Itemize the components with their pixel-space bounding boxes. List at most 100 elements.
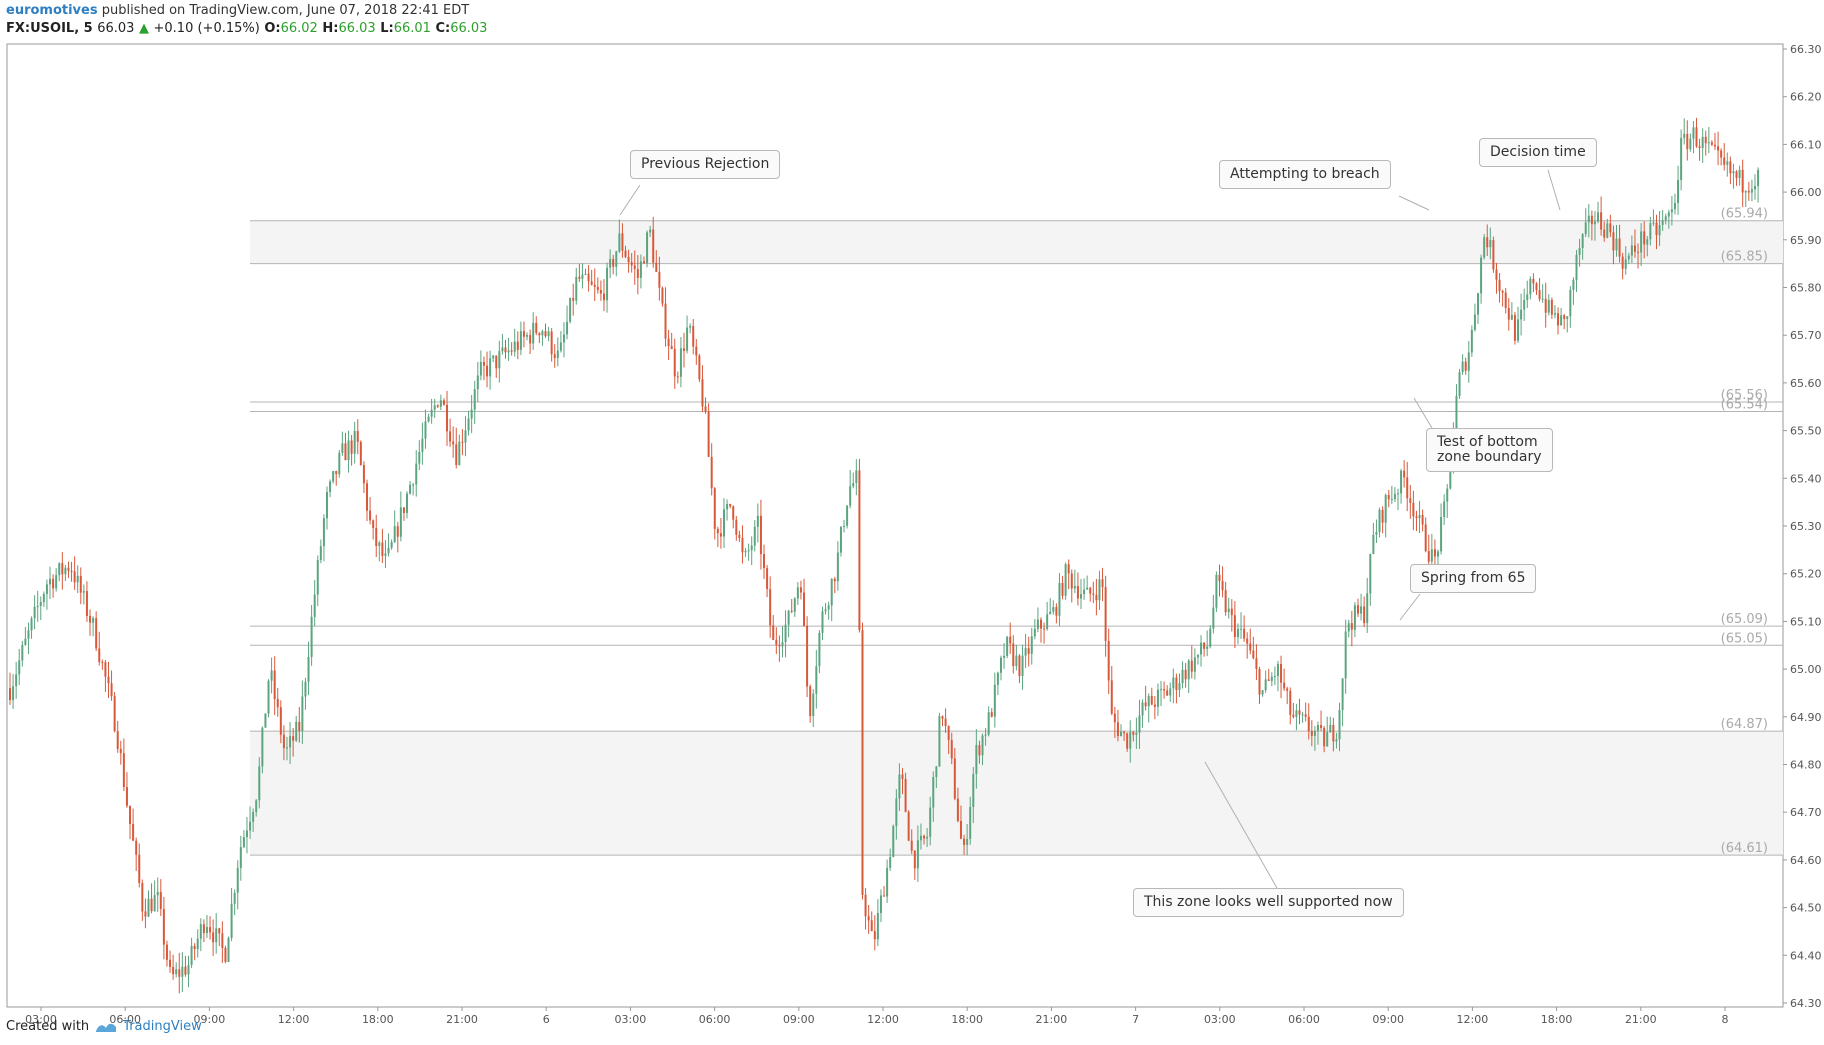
- x-tick-label: 21:00: [1625, 1013, 1657, 1026]
- candle-body: [584, 273, 587, 275]
- candle-body: [1695, 127, 1698, 147]
- level-label: (64.61): [1721, 841, 1768, 856]
- candle-body: [350, 440, 353, 454]
- candle-body: [406, 493, 409, 513]
- candle-body: [316, 560, 319, 595]
- candle-body: [981, 735, 984, 756]
- y-tick-label: 64.70: [1790, 806, 1822, 819]
- candle-body: [1249, 643, 1252, 651]
- candle-body: [707, 411, 710, 457]
- candle-body: [723, 509, 725, 537]
- annotation-spring-from-65[interactable]: Spring from 65: [1410, 564, 1537, 593]
- candle-body: [45, 584, 48, 595]
- candle-body: [1661, 220, 1664, 226]
- candle-body: [655, 262, 658, 272]
- candle-body: [375, 528, 378, 546]
- x-tick-label: 03:00: [25, 1013, 57, 1026]
- candle-body: [1667, 212, 1670, 217]
- candle-body: [956, 798, 959, 822]
- candle-body: [799, 587, 802, 593]
- candle-body: [667, 338, 670, 347]
- candle-body: [990, 712, 993, 717]
- candle-body: [1206, 646, 1209, 649]
- x-tick-label: 21:00: [446, 1013, 478, 1026]
- tradingview-brand-link[interactable]: TradingView: [123, 1019, 202, 1034]
- candle-body: [652, 229, 655, 263]
- candle-body: [1612, 232, 1615, 251]
- candle-body: [165, 944, 168, 960]
- candle-body: [1006, 636, 1009, 656]
- tradingview-logo-icon: [96, 1023, 117, 1032]
- candle-body: [729, 503, 732, 507]
- candle-body: [1240, 628, 1243, 630]
- candle-body: [1477, 293, 1480, 315]
- candle-body: [27, 630, 30, 639]
- candle-body: [504, 347, 507, 353]
- candle-body: [1424, 524, 1427, 552]
- candle-body: [1043, 628, 1046, 630]
- candle-body: [1366, 593, 1369, 624]
- candle-body: [369, 510, 372, 521]
- candle-body: [501, 347, 504, 352]
- candle-body: [1055, 607, 1058, 616]
- y-tick-label: 64.60: [1790, 854, 1822, 867]
- y-tick-label: 64.50: [1790, 902, 1822, 915]
- annotation-attempting-to-breach[interactable]: Attempting to breach: [1219, 160, 1391, 189]
- y-tick-label: 64.90: [1790, 711, 1822, 724]
- candle-body: [1276, 663, 1279, 677]
- candle-body: [1569, 289, 1572, 317]
- candle-body: [104, 662, 107, 677]
- candle-body: [1129, 731, 1132, 749]
- x-tick-label: 8: [1722, 1013, 1729, 1026]
- candle-body: [1009, 636, 1012, 644]
- candle-body: [953, 758, 956, 799]
- y-tick-label: 65.90: [1790, 234, 1822, 247]
- author-name[interactable]: euromotives: [6, 3, 98, 18]
- candle-body: [1341, 678, 1344, 711]
- candle-body: [178, 969, 181, 977]
- candle-body: [559, 342, 562, 351]
- candle-body: [113, 696, 116, 732]
- candle-body: [1710, 142, 1713, 145]
- candle-body: [1255, 658, 1258, 669]
- candle-body: [76, 575, 79, 583]
- candle-body: [923, 835, 926, 839]
- candle-body: [713, 488, 716, 529]
- annotation-test-of-bottom-zone-boundary[interactable]: Test of bottom zone boundary: [1426, 428, 1553, 472]
- candle-body: [1230, 608, 1233, 616]
- candle-body: [18, 660, 21, 675]
- candle-body: [526, 335, 529, 337]
- candle-body: [1089, 587, 1092, 594]
- candle-body: [1153, 704, 1156, 707]
- annotation-zone-well-supported[interactable]: This zone looks well supported now: [1133, 888, 1404, 917]
- candle-body: [1307, 716, 1310, 731]
- candle-body: [209, 927, 212, 933]
- candle-body: [784, 624, 787, 643]
- x-tick-label: 18:00: [951, 1013, 983, 1026]
- annotation-decision-time[interactable]: Decision time: [1479, 138, 1597, 167]
- candle-body: [999, 657, 1002, 673]
- candle-body: [710, 456, 713, 489]
- symbol-name: FX:USOIL, 5: [6, 21, 93, 36]
- candle-body: [1375, 531, 1378, 535]
- candle-body: [575, 276, 578, 301]
- candle-body: [1033, 628, 1036, 637]
- candle-body: [498, 351, 501, 369]
- candle-body: [756, 515, 759, 527]
- candle-body: [1080, 594, 1082, 599]
- annotation-previous-rejection[interactable]: Previous Rejection: [630, 150, 781, 179]
- candle-body: [1233, 615, 1236, 638]
- candle-body: [1070, 573, 1073, 589]
- candle-body: [861, 630, 864, 895]
- candle-body: [79, 575, 82, 593]
- candle-body: [627, 256, 630, 263]
- candle-body: [572, 298, 575, 301]
- candle-body: [427, 416, 430, 422]
- high-value: 66.03: [338, 21, 376, 36]
- annotation-pointer: [1399, 593, 1421, 621]
- candle-body: [479, 361, 482, 376]
- candle-body: [664, 303, 667, 339]
- candle-body: [218, 928, 221, 934]
- candle-body: [212, 932, 215, 943]
